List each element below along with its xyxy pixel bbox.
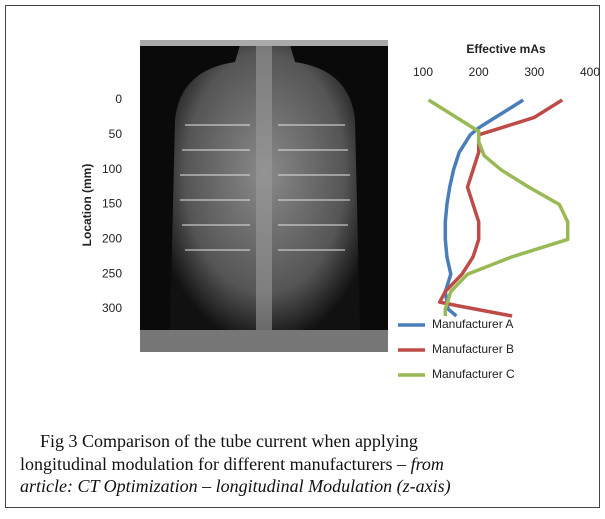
y-tick-label: 150 bbox=[102, 197, 122, 211]
x-tick-label: 200 bbox=[469, 65, 489, 79]
xray-image bbox=[140, 40, 388, 352]
y-tick-label: 250 bbox=[102, 266, 122, 280]
y-axis-title: Location (mm) bbox=[80, 164, 94, 247]
caption-line: Fig 3 Comparison of the tube current whe… bbox=[40, 431, 418, 451]
y-tick-label: 0 bbox=[115, 92, 122, 106]
legend-label: Manufacturer C bbox=[432, 367, 515, 381]
y-tick-label: 50 bbox=[109, 127, 123, 141]
caption-text: longitudinal modulation for different ma… bbox=[20, 454, 411, 474]
x-tick-label: 100 bbox=[413, 65, 433, 79]
data-line bbox=[427, 98, 570, 316]
frame bbox=[5, 5, 600, 508]
data-line bbox=[437, 98, 564, 318]
y-tick-label: 200 bbox=[102, 232, 122, 246]
chart-title: Effective mAs bbox=[466, 42, 546, 56]
y-tick-label: 100 bbox=[102, 162, 122, 176]
x-tick-label: 400 bbox=[580, 65, 600, 79]
caption-line: article: CT Optimization – longitudinal … bbox=[20, 476, 451, 497]
caption-italic: from bbox=[411, 454, 444, 474]
x-tick-label: 300 bbox=[524, 65, 544, 79]
y-tick-label: 300 bbox=[102, 301, 122, 315]
data-line bbox=[443, 98, 525, 318]
legend-label: Manufacturer A bbox=[432, 317, 513, 331]
caption-line: longitudinal modulation for different ma… bbox=[20, 454, 444, 474]
legend-label: Manufacturer B bbox=[432, 342, 514, 356]
